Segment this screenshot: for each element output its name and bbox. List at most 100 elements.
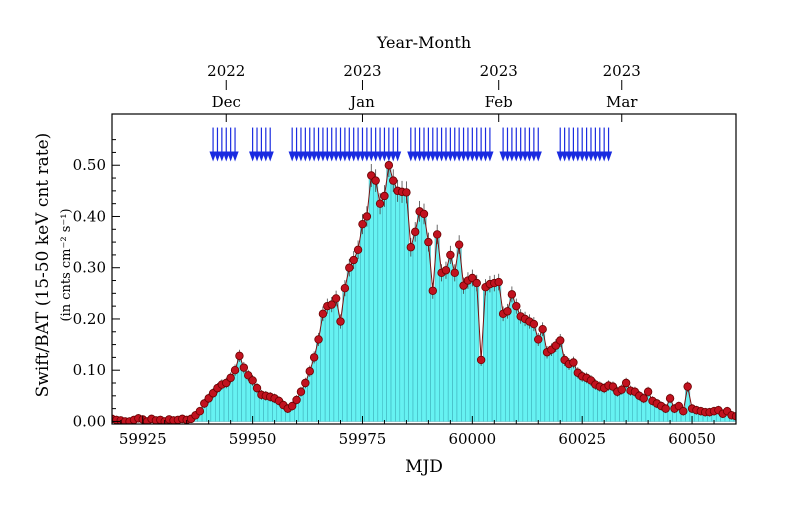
data-point [538, 325, 547, 334]
upper-limit-arrow-head [604, 151, 613, 162]
top-tick-year: 2023 [480, 62, 518, 80]
histogram-bar [553, 345, 559, 422]
data-point [569, 358, 578, 367]
data-point [494, 277, 503, 287]
histogram-bar [390, 180, 396, 422]
data-point [472, 278, 481, 288]
histogram-bar [461, 285, 466, 422]
histogram-bar [439, 272, 445, 422]
histogram-bar [320, 313, 326, 422]
histogram-bar [338, 321, 343, 422]
data-point [389, 176, 398, 185]
upper-limit-arrow-head [394, 151, 402, 162]
histogram-bar [307, 370, 313, 422]
data-point [340, 284, 350, 293]
x-axis-label: MJD [405, 457, 443, 477]
x-tick-label: 60050 [668, 430, 716, 448]
data-point [665, 394, 675, 403]
data-point [318, 309, 328, 319]
data-point [503, 307, 512, 316]
histogram-bar [351, 259, 357, 422]
y-tick-label: 0.30 [73, 259, 106, 277]
data-point [353, 245, 363, 254]
data-point [507, 290, 517, 299]
data-point [441, 266, 451, 275]
data-point [226, 373, 235, 383]
data-point [375, 199, 385, 208]
x-tick-label: 59975 [339, 430, 387, 448]
histogram-bar [548, 349, 554, 422]
histogram-bar [491, 282, 497, 422]
data-point [248, 376, 257, 385]
histogram-bar [584, 377, 590, 422]
data-point [512, 301, 521, 311]
data-point [731, 412, 736, 421]
histogram-bar [324, 305, 330, 422]
x-tick-label: 59950 [229, 430, 277, 448]
data-point [345, 263, 354, 272]
histogram-bar [425, 241, 431, 422]
data-point [617, 385, 626, 394]
histogram-bar [408, 246, 414, 422]
top-tick-year: 2022 [207, 62, 245, 80]
histogram-bar [452, 272, 458, 422]
histogram-bar [522, 318, 528, 422]
histogram-bar [395, 190, 401, 422]
data-point [309, 353, 319, 362]
histogram-bar [500, 313, 506, 422]
data-point [380, 191, 389, 201]
histogram-bar [597, 386, 603, 422]
data-point [287, 401, 297, 411]
data-point [331, 294, 341, 303]
data-point [454, 240, 464, 249]
upper-limit-arrow-head [534, 151, 542, 162]
data-point [643, 387, 653, 396]
top-axis-title: Year-Month [376, 33, 471, 52]
histogram-bar [544, 352, 550, 422]
histogram-bar [469, 277, 475, 422]
histogram-bar [316, 339, 321, 422]
data-point [432, 230, 442, 239]
histogram-bar [403, 192, 409, 422]
histogram-bar [382, 195, 387, 422]
histogram-bar [535, 339, 541, 422]
histogram-bar [487, 283, 493, 422]
histogram-bar [557, 340, 563, 422]
histogram-bar [478, 359, 484, 422]
data-point [639, 394, 648, 403]
histogram-bar [505, 311, 510, 422]
histogram-bar [465, 280, 471, 422]
data-point [235, 351, 244, 361]
data-point [406, 243, 416, 252]
x-tick-label: 60025 [558, 430, 606, 448]
data-point [314, 335, 323, 344]
histogram-bar [513, 305, 519, 422]
data-point [362, 212, 372, 221]
histogram-bar [562, 359, 568, 422]
top-tick-month: Feb [485, 93, 513, 111]
data-point [384, 161, 394, 170]
data-point [446, 250, 455, 260]
histogram-bar [386, 164, 392, 422]
data-point [252, 383, 262, 393]
data-point [428, 286, 437, 295]
y-tick-label: 0.10 [73, 361, 106, 379]
data-point [556, 336, 565, 345]
data-point [476, 355, 486, 365]
data-point [411, 227, 420, 237]
y-tick-label: 0.50 [73, 156, 106, 174]
data-point [292, 395, 301, 405]
top-tick-month: Dec [212, 93, 241, 111]
histogram-bar [430, 290, 436, 422]
data-point [305, 367, 314, 376]
data-point [296, 387, 306, 396]
y-axis-label: Swift/BAT (15-50 keV cnt rate) [33, 133, 53, 398]
histogram-bar [342, 287, 348, 422]
histogram-bar [399, 191, 405, 422]
y-tick-label: 0.00 [73, 412, 106, 430]
y-tick-label: 0.40 [73, 207, 106, 225]
plot-frame [111, 113, 737, 425]
data-point [239, 363, 249, 372]
y-tick-label: 0.20 [73, 310, 106, 328]
